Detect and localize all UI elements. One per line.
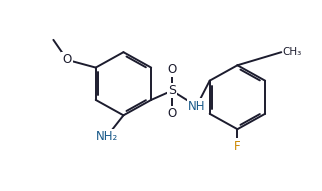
Text: NH₂: NH₂ [95,130,118,143]
Text: O: O [167,107,176,120]
Text: O: O [167,63,176,76]
Text: NH: NH [188,100,205,112]
Text: S: S [168,84,176,97]
Text: CH₃: CH₃ [283,47,302,57]
Text: F: F [234,140,241,153]
Text: O: O [62,53,72,66]
